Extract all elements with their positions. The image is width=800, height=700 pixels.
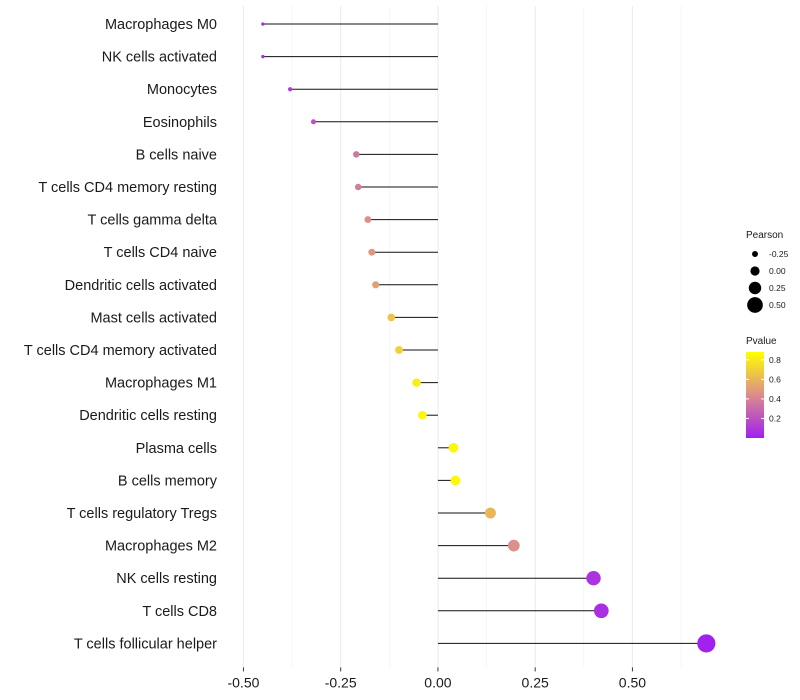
pearson-legend-key (748, 281, 762, 295)
category-label: T cells CD4 memory resting (38, 180, 217, 196)
lollipop-point (364, 216, 372, 224)
x-tick-label: 0.25 (522, 674, 549, 690)
lollipop-point (387, 313, 396, 322)
lollipop-point (418, 410, 427, 420)
category-label: Mast cells activated (90, 310, 217, 326)
x-axis-ticks: -0.50 -0.25 0.00 0.25 0.50 (227, 667, 646, 690)
lollipop-point (368, 248, 376, 256)
pvalue-legend-label: 0.8 (769, 355, 781, 365)
lollipop-point (697, 634, 716, 653)
lollipop-point (353, 151, 360, 158)
lollipop-point (412, 378, 421, 387)
pvalue-legend-label: 0.4 (769, 394, 781, 404)
lollipop-point (593, 603, 609, 619)
lollipop-point (395, 346, 403, 354)
category-label: T cells gamma delta (88, 213, 218, 229)
lollipop-point (372, 281, 380, 289)
category-label: Plasma cells (136, 441, 217, 457)
x-tick-label: -0.50 (227, 674, 259, 690)
category-label: Monocytes (147, 82, 217, 98)
category-label: Macrophages M1 (105, 376, 217, 392)
pvalue-legend-label: 0.6 (769, 374, 781, 384)
pearson-legend-title: Pearson (746, 230, 783, 241)
pvalue-legend-label: 0.2 (769, 413, 781, 423)
lollipop-point (354, 183, 362, 191)
lollipop-point (310, 119, 316, 125)
pvalue-legend-title: Pvalue (746, 336, 777, 347)
pearson-legend-label: 0.50 (769, 300, 786, 310)
pearson-legend-label: 0.25 (769, 283, 786, 293)
pearson-legend-key (752, 251, 758, 257)
pearson-legend-key (750, 266, 760, 276)
category-label: Dendritic cells resting (79, 408, 217, 424)
x-tick-label: -0.25 (325, 674, 357, 690)
x-tick-label: 0.50 (619, 674, 646, 690)
lollipop-point (507, 539, 520, 552)
pvalue-legend: Pvalue 0.8 0.6 0.4 0.2 (746, 336, 781, 438)
y-axis-labels: Macrophages M0 NK cells activated Monocyte… (24, 17, 218, 652)
category-label: T cells CD4 memory activated (24, 343, 217, 359)
category-label: Eosinophils (143, 115, 217, 131)
category-label: T cells CD8 (142, 604, 217, 620)
pvalue-colorbar (746, 352, 764, 438)
category-label: T cells CD4 naive (104, 245, 217, 261)
category-label: Macrophages M0 (105, 17, 217, 33)
category-label: B cells memory (118, 473, 218, 489)
x-tick-label: 0.00 (424, 674, 451, 690)
pearson-legend-label: 0.00 (769, 266, 786, 276)
lollipop-point (484, 507, 496, 519)
category-label: B cells naive (136, 147, 217, 163)
lollipop-point (448, 442, 459, 453)
lollipop-point (261, 54, 265, 59)
category-label: NK cells activated (102, 50, 217, 66)
category-label: T cells follicular helper (74, 636, 217, 652)
lollipop-point (586, 571, 601, 586)
pearson-legend-label: -0.25 (769, 249, 789, 259)
pearson-legend-key (747, 297, 763, 313)
lollipop-point (450, 475, 461, 486)
category-label: NK cells resting (116, 571, 217, 587)
point-layer (261, 22, 716, 653)
category-label: Macrophages M2 (105, 539, 217, 555)
category-label: Dendritic cells activated (65, 278, 217, 294)
pearson-legend: Pearson -0.25 0.00 0.25 0.50 (746, 230, 789, 313)
category-label: T cells regulatory Tregs (67, 506, 217, 522)
lollipop-point (261, 22, 265, 26)
grid-layer (242, 6, 682, 668)
lollipop-point (287, 87, 293, 92)
stem-layer (262, 23, 707, 644)
